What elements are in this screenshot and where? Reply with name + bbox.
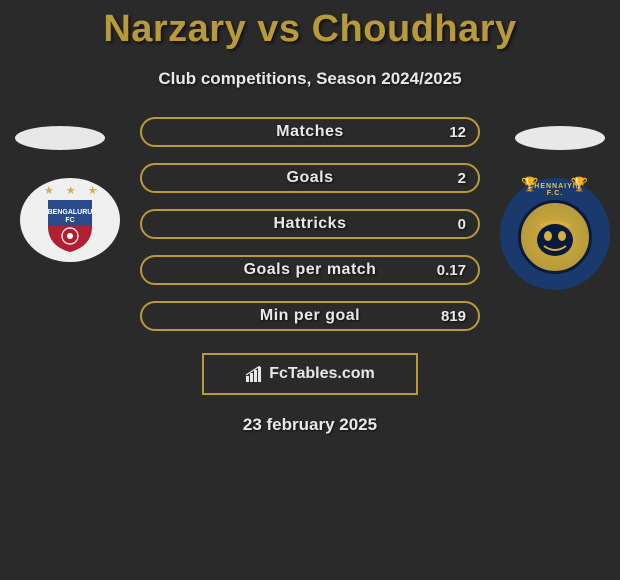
svg-text:BENGALURU: BENGALURU bbox=[48, 209, 93, 216]
season-subtitle: Club competitions, Season 2024/2025 bbox=[0, 69, 620, 89]
star-icon: ★ bbox=[88, 184, 98, 197]
comparison-title: Narzary vs Choudhary bbox=[0, 0, 620, 51]
stat-row-goals: Goals 2 bbox=[140, 163, 480, 193]
stat-label: Min per goal bbox=[260, 307, 360, 325]
stat-label: Matches bbox=[276, 123, 344, 141]
stat-label: Hattricks bbox=[274, 215, 347, 233]
brand-attribution: FcTables.com bbox=[202, 353, 418, 395]
stat-label: Goals bbox=[287, 169, 334, 187]
stat-row-goals-per-match: Goals per match 0.17 bbox=[140, 255, 480, 285]
stat-row-matches: Matches 12 bbox=[140, 117, 480, 147]
stat-row-min-per-goal: Min per goal 819 bbox=[140, 301, 480, 331]
emblem-face-icon bbox=[530, 212, 580, 262]
stat-row-hattricks: Hattricks 0 bbox=[140, 209, 480, 239]
team-name-right: CHENNAIYIN F.C. bbox=[522, 183, 588, 197]
player-photo-right-placeholder bbox=[515, 126, 605, 150]
player-photo-left-placeholder bbox=[15, 126, 105, 150]
stat-value: 0 bbox=[458, 216, 466, 233]
stat-value: 0.17 bbox=[437, 262, 466, 279]
team-stars-left: ★ ★ ★ bbox=[44, 184, 98, 197]
team-emblem-right bbox=[518, 200, 592, 274]
star-icon: ★ bbox=[66, 184, 76, 197]
stat-value: 2 bbox=[458, 170, 466, 187]
bars-icon bbox=[245, 366, 265, 382]
star-icon: ★ bbox=[44, 184, 54, 197]
brand-text: FcTables.com bbox=[269, 365, 375, 383]
comparison-date: 23 february 2025 bbox=[0, 415, 620, 435]
stat-value: 819 bbox=[441, 308, 466, 325]
stat-label: Goals per match bbox=[244, 261, 377, 279]
stat-value: 12 bbox=[449, 124, 466, 141]
team-shield-left: BENGALURU FC bbox=[46, 198, 94, 254]
svg-text:FC: FC bbox=[65, 217, 74, 224]
